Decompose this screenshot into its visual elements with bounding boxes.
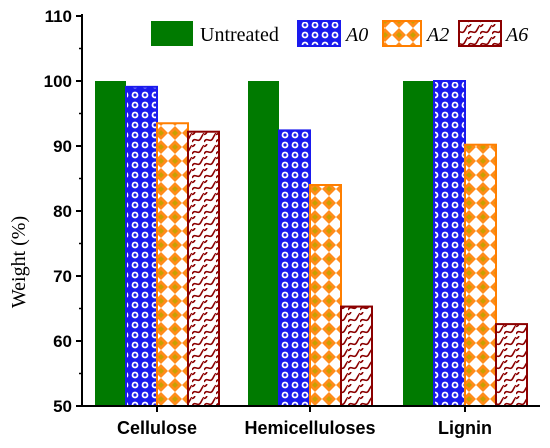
legend-swatch-a0 bbox=[297, 20, 341, 47]
y-tick-label: 90 bbox=[53, 137, 72, 156]
bar-hemicelluloses-a0 bbox=[278, 129, 311, 407]
bar-lignin-a6 bbox=[495, 323, 528, 408]
bar-hemicelluloses-a2 bbox=[309, 184, 342, 407]
bar-cellulose-a6 bbox=[187, 130, 220, 407]
x-tick-label-lignin: Lignin bbox=[438, 418, 492, 438]
bar-cellulose-untreated bbox=[95, 81, 126, 406]
axes-group: 50 60 70 80 90 100 110 Cellulose Hemicelluloses L… bbox=[44, 7, 540, 438]
y-tick-label: 50 bbox=[53, 397, 72, 416]
legend-swatch-a2 bbox=[382, 20, 422, 47]
x-tick-label-cellulose: Cellulose bbox=[117, 418, 197, 438]
y-tick-label: 100 bbox=[44, 72, 72, 91]
y-tick-label: 110 bbox=[45, 7, 72, 26]
bars-group bbox=[95, 80, 528, 408]
bar-lignin-a2 bbox=[464, 143, 497, 407]
y-tick-label: 70 bbox=[53, 267, 72, 286]
legend-label-a6: A6 bbox=[504, 24, 528, 46]
bar-lignin-untreated bbox=[403, 81, 434, 406]
legend: Untreated A0 A2 A6 bbox=[151, 20, 528, 47]
bar-cellulose-a2 bbox=[156, 122, 189, 407]
y-tick-label: 60 bbox=[53, 332, 72, 351]
bar-hemicelluloses-untreated bbox=[248, 81, 279, 406]
bar-hemicelluloses-a6 bbox=[340, 305, 373, 407]
bar-lignin-a0 bbox=[433, 80, 466, 407]
y-axis-label: Weight (%) bbox=[8, 216, 30, 308]
legend-label-untreated: Untreated bbox=[200, 24, 279, 46]
y-tick-label: 80 bbox=[53, 202, 72, 221]
legend-swatch-a6 bbox=[458, 20, 502, 47]
bar-cellulose-a0 bbox=[125, 85, 158, 407]
legend-swatch-untreated bbox=[151, 21, 193, 46]
legend-label-a0: A0 bbox=[344, 24, 368, 46]
legend-label-a2: A2 bbox=[425, 24, 449, 46]
x-tick-label-hemicelluloses: Hemicelluloses bbox=[244, 418, 375, 438]
